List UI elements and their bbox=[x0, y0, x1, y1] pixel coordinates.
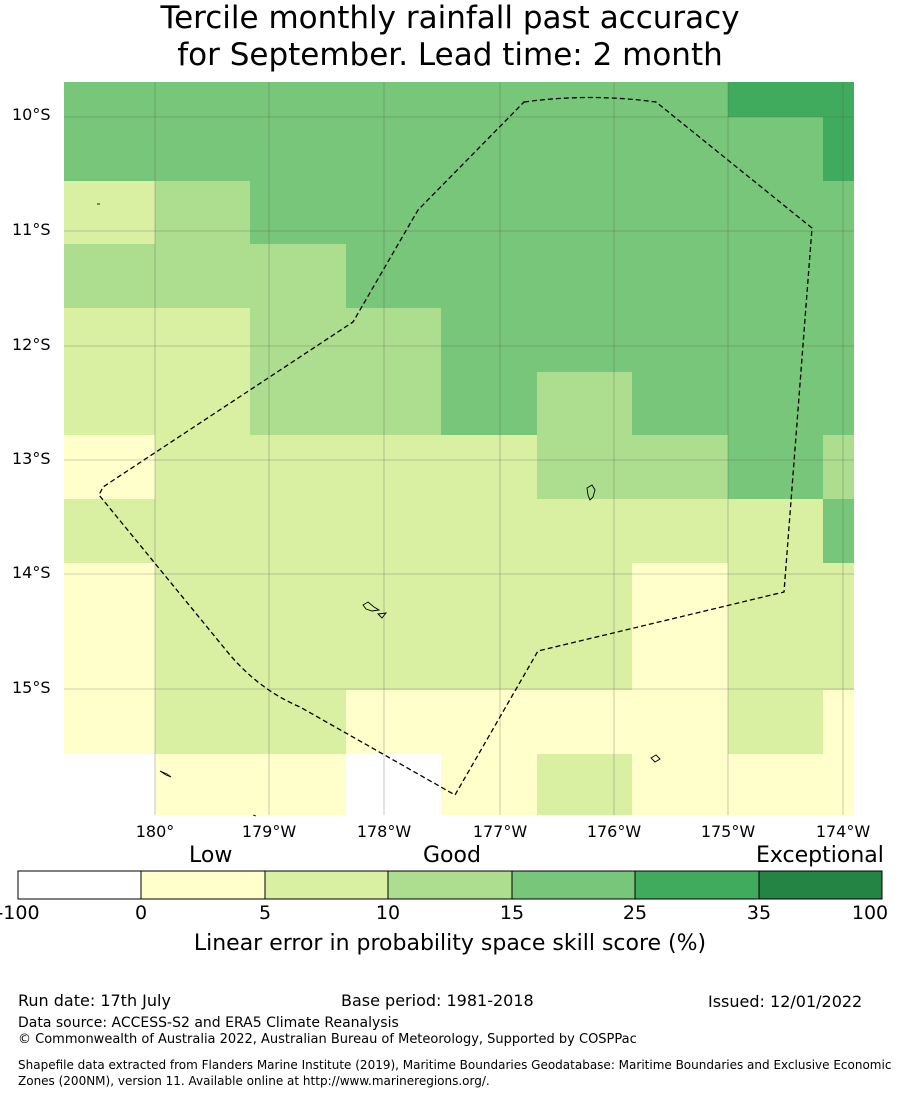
colorbar-tick-5: 5 bbox=[258, 902, 272, 924]
lat-label-13s: 13°S bbox=[12, 449, 51, 468]
colorbar-word-low: Low bbox=[189, 843, 233, 868]
swatch-15-25 bbox=[511, 870, 636, 900]
lon-label-177w: 177°W bbox=[472, 822, 528, 841]
swatch-35-100 bbox=[758, 870, 883, 900]
lon-label-180: 180° bbox=[135, 822, 175, 841]
island-outlines bbox=[97, 203, 661, 817]
colorbar-tick-25: 25 bbox=[622, 902, 648, 924]
lon-label-176w: 176°W bbox=[586, 822, 642, 841]
copyright: © Commonwealth of Australia 2022, Austra… bbox=[18, 1032, 637, 1047]
colorbar-swatches bbox=[17, 870, 883, 900]
swatch-10-15 bbox=[387, 870, 513, 900]
lat-label-10s: 10°S bbox=[12, 105, 51, 124]
swatch-neg100-0 bbox=[17, 870, 142, 900]
colorbar-tick-35: 35 bbox=[746, 902, 772, 924]
colorbar-tick-neg100: -100 bbox=[0, 902, 40, 924]
colorbar-label: Linear error in probability space skill … bbox=[193, 931, 707, 956]
lat-label-11s: 11°S bbox=[12, 220, 51, 239]
lon-label-178w: 178°W bbox=[356, 822, 412, 841]
lat-label-12s: 12°S bbox=[12, 335, 51, 354]
lon-label-179w: 179°W bbox=[241, 822, 297, 841]
colorbar-tick-10: 10 bbox=[375, 902, 401, 924]
base-period: Base period: 1981-2018 bbox=[341, 991, 534, 1010]
swatch-5-10 bbox=[264, 870, 389, 900]
colorbar-tick-100: 100 bbox=[851, 902, 889, 924]
lat-label-15s: 15°S bbox=[12, 678, 51, 697]
data-source: Data source: ACCESS-S2 and ERA5 Climate … bbox=[18, 1015, 399, 1031]
swatch-0-5 bbox=[140, 870, 266, 900]
shapefile-credit-line-2: Zones (200NM), version 11. Available onl… bbox=[18, 1074, 490, 1088]
lon-label-175w: 175°W bbox=[700, 822, 756, 841]
colorbar-word-good: Good bbox=[423, 843, 481, 868]
title-line-2: for September. Lead time: 2 month bbox=[177, 37, 723, 73]
title-line-1: Tercile monthly rainfall past accuracy bbox=[160, 0, 740, 36]
shapefile-credit: Shapefile data extracted from Flanders M… bbox=[18, 1057, 898, 1089]
swatch-25-35 bbox=[634, 870, 760, 900]
colorbar-word-exceptional: Exceptional bbox=[756, 843, 884, 868]
run-date: Run date: 17th July bbox=[18, 991, 171, 1010]
colorbar-tick-0: 0 bbox=[134, 902, 148, 924]
issued-date: Issued: 12/01/2022 bbox=[708, 992, 863, 1011]
lat-label-14s: 14°S bbox=[12, 563, 51, 582]
map-title: Tercile monthly rainfall past accuracy f… bbox=[0, 0, 900, 74]
shapefile-credit-line-1: Shapefile data extracted from Flanders M… bbox=[18, 1058, 892, 1072]
lon-label-174w: 174°W bbox=[815, 822, 871, 841]
graticule bbox=[64, 82, 854, 815]
colorbar-tick-15: 15 bbox=[499, 902, 525, 924]
skill-grid-cells bbox=[64, 82, 854, 815]
